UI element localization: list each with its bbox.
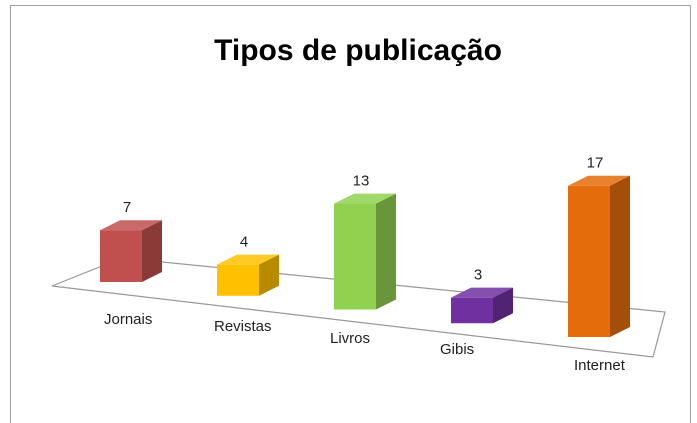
bar [451,297,493,324]
bar-top [334,193,396,204]
bar [217,264,259,296]
value-label: 13 [353,173,370,190]
chart-title: Tipos de publicação [214,34,502,67]
bar-top [217,254,279,265]
bar-side [376,193,396,310]
x-tick-label: Revistas [214,318,272,335]
x-tick-label: Livros [330,330,370,347]
value-label: 3 [474,267,482,284]
bar-top [451,287,513,298]
bar-top [568,175,630,186]
bar-side [610,175,630,337]
bar-side [259,254,279,296]
x-tick-label: Jornais [104,311,152,328]
value-label: 7 [123,199,131,216]
bar-side [142,220,162,282]
floor [51,257,666,358]
bar-side [493,287,513,324]
bar [568,185,610,337]
bar [334,203,376,310]
bar-top [100,220,162,231]
value-label: 4 [240,234,248,251]
x-tick-label: Gibis [440,341,474,358]
value-label: 17 [587,155,604,172]
x-tick-label: Internet [574,357,626,374]
bar [100,230,142,282]
